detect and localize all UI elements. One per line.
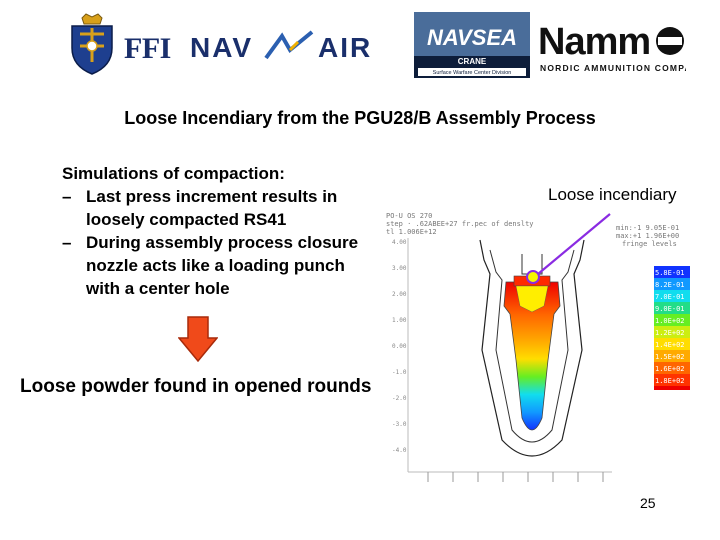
svg-text:9.0E-01: 9.0E-01 xyxy=(655,305,685,313)
svg-text:0.00: 0.00 xyxy=(392,343,407,350)
svg-text:AIR: AIR xyxy=(318,32,372,63)
svg-text:NAVSEA: NAVSEA xyxy=(427,25,517,50)
svg-text:step · .62ABEE+27 fr.pec o: step · .62ABEE+27 fr.pec of denslty xyxy=(386,220,534,228)
svg-text:Surface Warfare Center Divisio: Surface Warfare Center Division xyxy=(433,70,512,76)
svg-text:max:+1 1.96E+00: max:+1 1.96E+00 xyxy=(616,232,679,240)
svg-text:2.00: 2.00 xyxy=(392,291,407,298)
bullet-heading: Simulations of compaction: xyxy=(62,164,285,183)
bullet-item: – Last press increment results in loosel… xyxy=(62,185,382,231)
bullet-list: Simulations of compaction: – Last press … xyxy=(62,162,382,300)
loose-incendiary-label: Loose incendiary xyxy=(548,185,677,204)
svg-text:PO-U OS 270: PO-U OS 270 xyxy=(386,212,432,220)
navair-logo: NAV AIR xyxy=(190,30,372,63)
bullet-text: During assembly process closure nozzle a… xyxy=(86,233,359,298)
svg-text:NAV: NAV xyxy=(190,32,253,63)
svg-text:Namm: Namm xyxy=(538,21,650,63)
svg-text:-1.0: -1.0 xyxy=(392,369,407,376)
svg-text:-2.0: -2.0 xyxy=(392,395,407,402)
svg-text:1.6E+02: 1.6E+02 xyxy=(655,365,685,373)
bullet-dash: – xyxy=(62,187,72,206)
ffi-logo-text: FFI xyxy=(124,32,171,65)
slide-title: Loose Incendiary from the PGU28/B Assemb… xyxy=(124,108,596,128)
conclusion-text: Loose powder found in opened rounds xyxy=(20,376,372,397)
bullet-item: – During assembly process closure nozzle… xyxy=(62,231,382,300)
ffi-crest-logo xyxy=(71,13,113,75)
svg-text:-3.0: -3.0 xyxy=(392,421,407,428)
svg-text:8.2E-01: 8.2E-01 xyxy=(655,281,685,289)
svg-text:4.00: 4.00 xyxy=(392,239,407,246)
svg-text:1.4E+02: 1.4E+02 xyxy=(655,341,685,349)
svg-text:1.5E+02: 1.5E+02 xyxy=(655,353,685,361)
svg-text:1.2E+02: 1.2E+02 xyxy=(655,329,685,337)
svg-text:min:-1 9.05E-01: min:-1 9.05E-01 xyxy=(616,224,679,232)
down-arrow-icon xyxy=(178,316,218,362)
nammo-logo: Namm NORDIC AMMUNITION COMPANY xyxy=(538,21,686,73)
svg-text:7.0E-01: 7.0E-01 xyxy=(655,293,685,301)
svg-text:fringe levels: fringe levels xyxy=(622,240,677,248)
density-legend: 5.8E-01 8.2E-01 7.0E-01 9.0E-01 1.0E+02 … xyxy=(654,266,690,390)
navsea-logo: NAVSEA CRANE Surface Warfare Center Divi… xyxy=(414,12,530,78)
page-number: 25 xyxy=(640,495,656,511)
svg-text:1.0E+02: 1.0E+02 xyxy=(655,317,685,325)
svg-text:tl 1.006E+12: tl 1.006E+12 xyxy=(386,228,437,236)
svg-text:5.8E-01: 5.8E-01 xyxy=(655,269,685,277)
svg-text:-4.0: -4.0 xyxy=(392,447,407,454)
svg-text:CRANE: CRANE xyxy=(458,57,487,66)
compaction-simulation-image: PO-U OS 270 step · .62ABEE+27 fr.pec of … xyxy=(372,210,692,500)
svg-text:1.00: 1.00 xyxy=(392,317,407,324)
bullet-dash: – xyxy=(62,233,72,252)
bullet-text: Last press increment results in loosely … xyxy=(86,187,338,229)
svg-text:1.8E+02: 1.8E+02 xyxy=(655,377,685,385)
svg-text:3.00: 3.00 xyxy=(392,265,407,272)
svg-text:NORDIC AMMUNITION COMPANY: NORDIC AMMUNITION COMPANY xyxy=(540,63,686,73)
